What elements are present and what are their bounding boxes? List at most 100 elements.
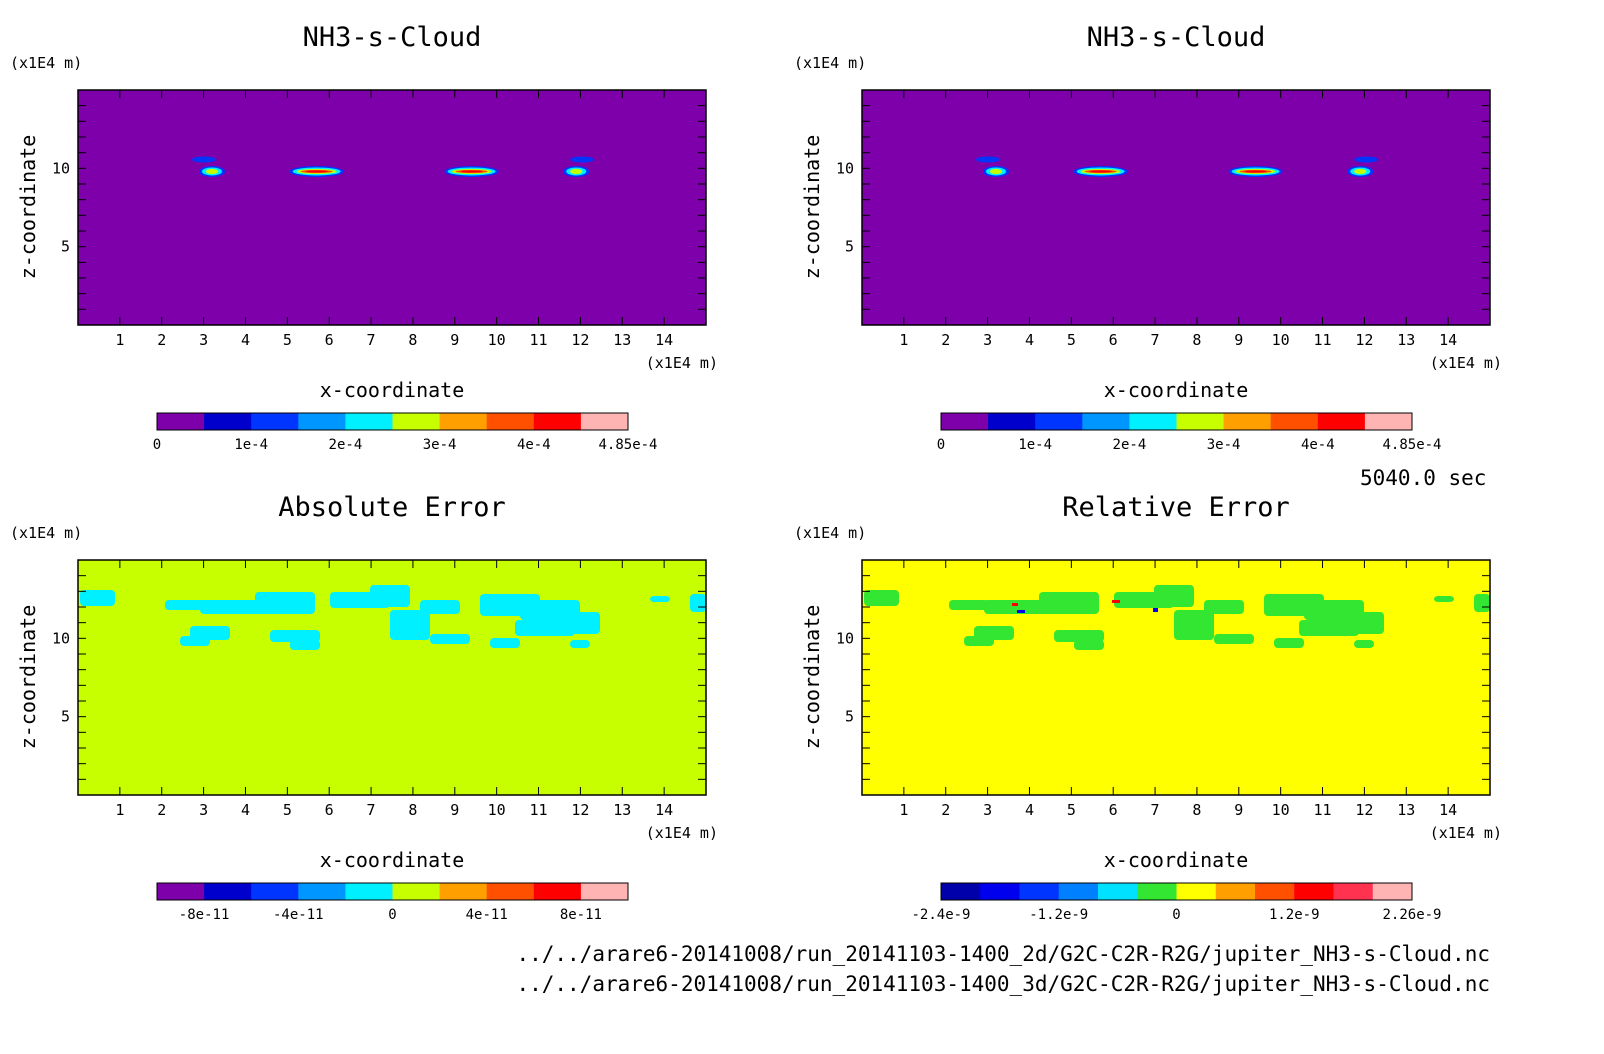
error-patch xyxy=(1274,638,1304,648)
x-tick-label: 3 xyxy=(199,331,208,349)
colorbar-swatch xyxy=(298,413,346,430)
x-tick-label: 1 xyxy=(115,331,124,349)
chart-svg: NH3-s-Cloud(x1E4 m)1 2 3 4 5 6 7 8 9 10 11 12 13 1451… xyxy=(10,22,718,453)
x-tick-label: 6 xyxy=(1109,331,1118,349)
contour-inner xyxy=(570,168,583,175)
x-tick-label: 9 xyxy=(450,331,459,349)
error-patch xyxy=(949,600,989,610)
error-patch xyxy=(1354,640,1374,648)
colorbar-swatch xyxy=(345,413,393,430)
colorbar-swatch xyxy=(251,413,299,430)
x-tick-label: 2 xyxy=(941,331,950,349)
colorbar-label: 1.2e-9 xyxy=(1269,907,1320,923)
error-patch xyxy=(1074,640,1104,650)
colorbar-label: -4e-11 xyxy=(273,907,324,923)
error-patch xyxy=(1474,594,1490,612)
colorbar-swatch xyxy=(1372,883,1413,900)
z-tick-label: 5 xyxy=(845,708,854,726)
colorbar-swatch xyxy=(1098,883,1138,900)
error-patch xyxy=(1174,610,1214,640)
colorbar-swatch xyxy=(345,883,393,900)
colorbar-swatch xyxy=(1255,883,1295,900)
z-axis-label: z-coordinate xyxy=(800,605,824,750)
chart-title: Absolute Error xyxy=(278,492,506,523)
colorbar-label: 0 xyxy=(388,907,396,923)
error-patch xyxy=(1204,600,1244,614)
chart-panel-bottom-left: Absolute Error (x1E4 m) 1 2 3 4 5 6 7 8 9 10 11 12 13 1… xyxy=(0,470,790,940)
cloud-feature xyxy=(444,165,499,177)
error-speck xyxy=(1017,610,1025,613)
colorbar-swatch xyxy=(298,883,346,900)
colorbar-swatch xyxy=(204,413,252,430)
colorbar-label: 1e-4 xyxy=(1018,437,1052,453)
colorbar-label: 2e-4 xyxy=(1113,437,1147,453)
error-patch xyxy=(1214,634,1254,644)
contour-peak xyxy=(460,170,483,173)
z-unit-label: (x1E4 m) xyxy=(10,524,82,542)
colorbar-swatch xyxy=(1058,883,1099,900)
contour-inner xyxy=(1354,168,1367,175)
colorbar-label: 1e-4 xyxy=(234,437,268,453)
cloud-feature xyxy=(191,156,225,177)
colorbar-swatch xyxy=(439,413,488,430)
colorbar-swatch xyxy=(1215,883,1256,900)
colorbar-swatch xyxy=(1019,883,1060,900)
colorbar-swatch xyxy=(1364,413,1413,430)
cloud-feature xyxy=(289,165,344,177)
colorbar-swatch xyxy=(251,883,299,900)
colorbar-label: 3e-4 xyxy=(423,437,457,453)
chart-panel-top-right: NH3-s-Cloud (x1E4 m) 1 2 3 4 5 6 7 8 9 10 11 12 13 14 5 1… xyxy=(784,0,1574,470)
plot-frame xyxy=(861,559,1491,796)
plot-area xyxy=(862,90,1490,325)
x-tick-label: 10 xyxy=(1272,331,1290,349)
error-patch xyxy=(1434,596,1454,602)
colorbar-label: -8e-11 xyxy=(179,907,230,923)
cloud-feature xyxy=(1073,165,1128,177)
x-tick-label: 12 xyxy=(571,801,589,819)
x-tick-label: 3 xyxy=(199,801,208,819)
x-unit-label: (x1E4 m) xyxy=(646,824,718,842)
error-speck xyxy=(1112,600,1120,603)
colorbar-label: 8e-11 xyxy=(560,907,602,923)
x-tick-label: 7 xyxy=(1151,801,1160,819)
error-patch xyxy=(165,600,205,610)
z-tick-label: 5 xyxy=(61,238,70,256)
file-path-2d: ../../arare6-20141008/run_20141103-1400_… xyxy=(516,942,1490,966)
error-patch xyxy=(270,630,320,642)
error-patch xyxy=(964,636,994,646)
x-tick-label: 11 xyxy=(530,801,548,819)
colorbar-swatch xyxy=(1129,413,1177,430)
error-patch xyxy=(430,634,470,644)
x-tick-label: 2 xyxy=(157,331,166,349)
error-patch xyxy=(690,594,706,612)
x-tick-label: 14 xyxy=(655,331,673,349)
error-patch xyxy=(1039,592,1099,614)
z-tick-label: 10 xyxy=(836,159,854,177)
z-unit-label: (x1E4 m) xyxy=(10,54,82,72)
x-tick-label: 6 xyxy=(1109,801,1118,819)
colorbar-swatch xyxy=(988,413,1036,430)
contour-peak xyxy=(1244,170,1267,173)
z-tick-label: 10 xyxy=(52,629,70,647)
contour-inner xyxy=(989,168,1002,175)
x-tick-label: 4 xyxy=(1025,801,1034,819)
chart-title: NH3-s-Cloud xyxy=(303,22,482,53)
colorbar-label: -1.2e-9 xyxy=(1029,907,1088,923)
x-tick-label: 14 xyxy=(655,801,673,819)
colorbar-swatch xyxy=(1176,883,1217,900)
x-tick-label: 6 xyxy=(325,331,334,349)
x-tick-label: 11 xyxy=(530,331,548,349)
time-label: 5040.0 sec xyxy=(1360,466,1487,490)
colorbar-swatch xyxy=(157,413,205,430)
error-patch xyxy=(570,640,590,648)
chart-title: Relative Error xyxy=(1062,492,1290,523)
error-patch xyxy=(490,638,520,648)
cloud-feature xyxy=(975,156,1009,177)
colorbar-swatch xyxy=(941,883,981,900)
contour-upper xyxy=(570,156,595,163)
x-tick-label: 3 xyxy=(983,331,992,349)
x-tick-label: 11 xyxy=(1314,801,1332,819)
x-tick-label: 5 xyxy=(1067,801,1076,819)
colorbar-label: 4e-4 xyxy=(1301,437,1335,453)
x-tick-label: 7 xyxy=(367,801,376,819)
